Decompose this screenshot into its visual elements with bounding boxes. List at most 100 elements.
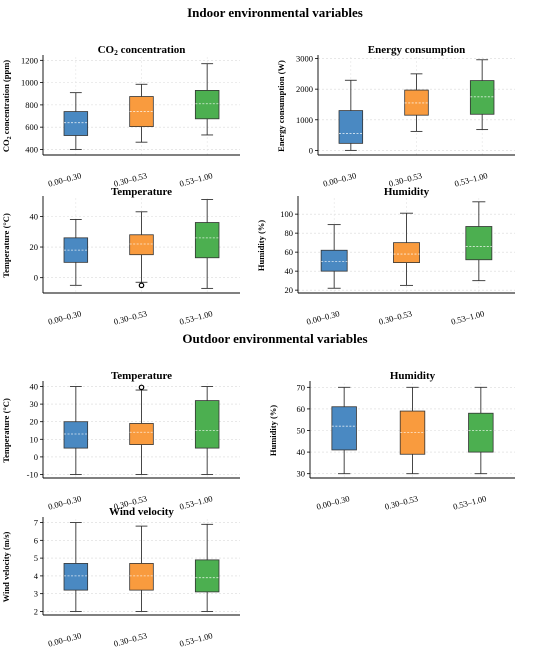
y-tick-label: 70 <box>297 382 306 392</box>
y-tick-label: 50 <box>297 426 306 436</box>
y-tick-label: 2000 <box>296 84 313 94</box>
y-tick-label: 2 <box>34 606 38 616</box>
box-iqr <box>129 563 154 591</box>
x-tick-label: 0.00–0.30 <box>47 493 82 511</box>
box-2 <box>393 212 420 286</box>
box-2 <box>129 83 154 143</box>
box-3 <box>194 199 220 289</box>
y-axis-label: Temperature (°C) <box>1 398 11 463</box>
box-iqr <box>465 226 493 261</box>
y-tick-label: 1000 <box>21 78 38 88</box>
x-tick-label: 0.53–1.00 <box>178 630 213 648</box>
box-iqr <box>331 406 357 451</box>
box-1 <box>63 522 89 612</box>
boxplot-out-hum: 30 40 50 60 70 0.00–0.30 0.30–0.53 0.53–1.00 Hum… <box>268 370 515 512</box>
box-iqr <box>320 249 348 272</box>
box-iqr <box>194 400 220 449</box>
x-tick-label: 0.53–1.00 <box>452 493 487 511</box>
x-tick-label: 0.00–0.30 <box>305 308 340 326</box>
x-tick-label: 0.00–0.30 <box>47 308 82 326</box>
y-tick-label: 20 <box>30 417 39 427</box>
box-3 <box>469 59 495 131</box>
box-iqr <box>63 421 89 449</box>
chart-title: Wind velocity <box>109 506 174 518</box>
box-1 <box>63 219 89 286</box>
y-tick-label: 5 <box>34 553 38 563</box>
box-1 <box>63 92 89 150</box>
box-iqr <box>63 111 89 136</box>
chart-title: Humidity <box>384 186 430 198</box>
y-tick-label: 0 <box>34 452 38 462</box>
x-tick-label: 0.00–0.30 <box>47 630 82 648</box>
boxplot-wind: 2 3 4 5 6 7 0.00–0.30 0.30–0.53 0.53–1.00 Wind ve… <box>1 506 240 649</box>
chart-title: CO2 concentration <box>98 44 186 57</box>
y-axis-label: CO2 concentration (ppm) <box>1 60 13 152</box>
box-iqr <box>194 90 220 120</box>
y-tick-label: 40 <box>30 211 39 221</box>
x-tick-label: 0.30–0.53 <box>384 493 419 511</box>
x-tick-label: 0.53–1.00 <box>453 170 488 188</box>
y-tick-label: 1200 <box>21 55 38 65</box>
y-tick-label: 800 <box>25 100 38 110</box>
y-tick-label: 3 <box>34 589 38 599</box>
y-axis-label: Humidity (%) <box>268 405 278 456</box>
chart-title: Energy consumption <box>368 44 466 56</box>
box-iqr <box>129 234 154 256</box>
y-tick-label: 80 <box>285 228 294 238</box>
y-tick-label: 40 <box>297 447 306 457</box>
box-3 <box>194 523 220 612</box>
x-tick-label: 0.53–1.00 <box>450 308 485 326</box>
box-iqr <box>393 242 420 263</box>
indoor-section-title: Indoor environmental variables <box>187 5 363 20</box>
boxplot-in-temp: 0 20 40 0.00–0.30 0.30–0.53 0.53–1.00 Temperat… <box>1 186 240 327</box>
box-iqr <box>194 222 220 259</box>
chart-title: Humidity <box>390 370 436 382</box>
y-axis-label: Energy consumption (W) <box>276 60 286 152</box>
y-tick-label: 600 <box>25 122 38 132</box>
y-tick-label: 30 <box>30 399 39 409</box>
x-tick-label: 0.53–1.00 <box>178 170 213 188</box>
box-1 <box>63 386 89 475</box>
x-tick-label: 0.00–0.30 <box>322 170 357 188</box>
box-1 <box>338 79 364 151</box>
box-1 <box>331 386 357 475</box>
y-tick-label: 40 <box>30 382 39 392</box>
y-tick-label: 400 <box>25 144 38 154</box>
x-tick-label: 0.53–1.00 <box>178 308 213 326</box>
box-iqr <box>129 423 154 445</box>
y-tick-label: 10 <box>30 434 39 444</box>
y-tick-label: 40 <box>285 266 294 276</box>
outlier-point <box>138 384 145 391</box>
boxplot-in-hum: 20 40 60 80 100 0.00–0.30 0.30–0.53 0.53–1.00 Hu… <box>256 186 515 327</box>
chart-title: Temperature <box>111 370 172 382</box>
y-tick-label: 100 <box>280 209 293 219</box>
box-iqr <box>468 412 494 453</box>
x-tick-label: 0.53–1.00 <box>178 493 213 511</box>
y-tick-label: 4 <box>34 571 39 581</box>
y-tick-label: 20 <box>30 242 39 252</box>
box-3 <box>468 386 494 475</box>
box-iqr <box>194 559 220 593</box>
y-tick-label: 6 <box>34 535 38 545</box>
x-tick-label: 0.30–0.53 <box>113 308 148 326</box>
y-axis-label: Wind velocity (m/s) <box>1 532 11 603</box>
y-tick-label: 7 <box>34 518 38 528</box>
box-3 <box>194 63 220 136</box>
y-tick-label: 60 <box>297 404 306 414</box>
box-iqr <box>63 563 89 591</box>
box-2 <box>399 386 426 475</box>
box-3 <box>465 201 493 282</box>
outdoor-section-title: Outdoor environmental variables <box>182 331 368 346</box>
y-axis-label: Humidity (%) <box>256 220 266 271</box>
y-tick-label: 3000 <box>296 54 313 64</box>
x-tick-label: 0.00–0.30 <box>315 493 350 511</box>
box-iqr <box>469 80 495 115</box>
y-tick-label: 30 <box>297 469 306 479</box>
y-axis-label: Temperature (°C) <box>1 213 11 278</box>
y-tick-label: 1000 <box>296 115 313 125</box>
x-tick-label: 0.00–0.30 <box>47 170 82 188</box>
